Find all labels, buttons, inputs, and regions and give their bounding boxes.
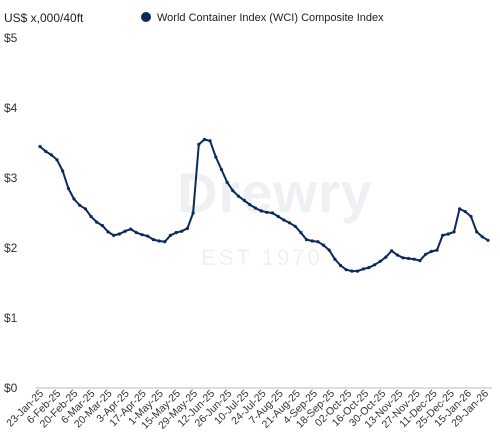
data-point (157, 239, 161, 243)
data-point (168, 233, 172, 237)
data-point (202, 137, 207, 142)
data-point (458, 207, 462, 211)
data-point (395, 253, 399, 257)
data-point (112, 233, 116, 237)
data-point (287, 221, 292, 225)
y-axis: $5 $4 $3 $2 $1 $0 (4, 31, 18, 395)
data-point (197, 142, 201, 146)
legend: World Container Index (WCI) Composite In… (141, 12, 384, 24)
data-point (333, 257, 337, 261)
data-point (89, 214, 93, 219)
data-point (146, 234, 150, 238)
data-point (100, 224, 104, 228)
data-point (66, 186, 70, 191)
y-tick-label: $2 (4, 241, 18, 255)
data-point (350, 269, 354, 273)
data-point (72, 197, 76, 201)
data-point (83, 207, 87, 211)
data-point (321, 243, 326, 247)
data-point (214, 155, 218, 159)
data-point (95, 220, 99, 224)
data-point (452, 230, 456, 234)
data-point (219, 168, 224, 172)
data-point (367, 266, 371, 270)
data-point (339, 263, 343, 268)
data-point (78, 203, 82, 207)
data-point (418, 259, 422, 263)
legend-label: World Container Index (WCI) Composite In… (157, 12, 384, 24)
data-point (344, 268, 348, 272)
data-point (304, 238, 309, 242)
y-axis-unit-label: US$ x,000/40ft (4, 11, 84, 25)
data-point (299, 231, 303, 235)
data-point (253, 206, 258, 210)
data-point (55, 158, 59, 162)
data-point (180, 229, 184, 233)
legend-marker (141, 12, 151, 22)
data-point (174, 231, 178, 235)
data-point (361, 267, 365, 271)
data-point (469, 214, 473, 219)
data-point (49, 153, 53, 157)
data-point (163, 240, 167, 244)
data-point (412, 257, 416, 261)
y-tick-label: $1 (4, 311, 18, 325)
data-point (236, 194, 241, 198)
series-layer (38, 137, 490, 273)
data-point (475, 230, 479, 234)
data-point (424, 252, 428, 256)
data-point (117, 232, 121, 236)
data-point (486, 238, 490, 242)
data-point (231, 189, 235, 193)
data-point (463, 210, 467, 214)
data-point (378, 259, 382, 263)
y-tick-label: $5 (4, 31, 18, 45)
data-point (151, 238, 155, 242)
y-tick-label: $3 (4, 171, 18, 185)
data-point (38, 144, 42, 149)
data-point (384, 255, 388, 259)
data-point (270, 211, 275, 215)
watermark-tagline: EST 1970 (201, 245, 322, 270)
data-point (276, 214, 280, 219)
data-point (441, 233, 445, 237)
data-point (259, 209, 263, 213)
data-point (191, 211, 195, 215)
data-point (435, 248, 439, 252)
data-point (185, 226, 189, 230)
data-point (242, 198, 246, 202)
data-point (446, 232, 450, 236)
y-tick-label: $0 (4, 381, 18, 395)
data-point (265, 210, 269, 214)
data-point (248, 203, 252, 207)
data-point (390, 249, 394, 253)
data-point (134, 231, 138, 235)
data-point (429, 249, 433, 254)
data-point (129, 227, 133, 231)
data-point (327, 248, 331, 252)
data-point (140, 233, 144, 237)
data-point (401, 256, 405, 260)
data-point (373, 263, 377, 267)
data-point (316, 240, 320, 244)
data-point (106, 230, 110, 234)
data-point (225, 180, 229, 184)
data-point (282, 218, 286, 222)
data-point (208, 139, 212, 143)
data-point (310, 239, 314, 243)
data-point (123, 229, 127, 233)
data-point (44, 149, 48, 153)
data-point (480, 235, 484, 239)
x-axis: 23-Jan-256-Feb-2520-Feb-256-Mar-2520-Mar… (4, 388, 491, 432)
data-point (61, 169, 65, 173)
y-tick-label: $4 (4, 101, 18, 115)
data-point (356, 269, 360, 273)
data-point (293, 224, 297, 228)
data-point (407, 256, 411, 261)
